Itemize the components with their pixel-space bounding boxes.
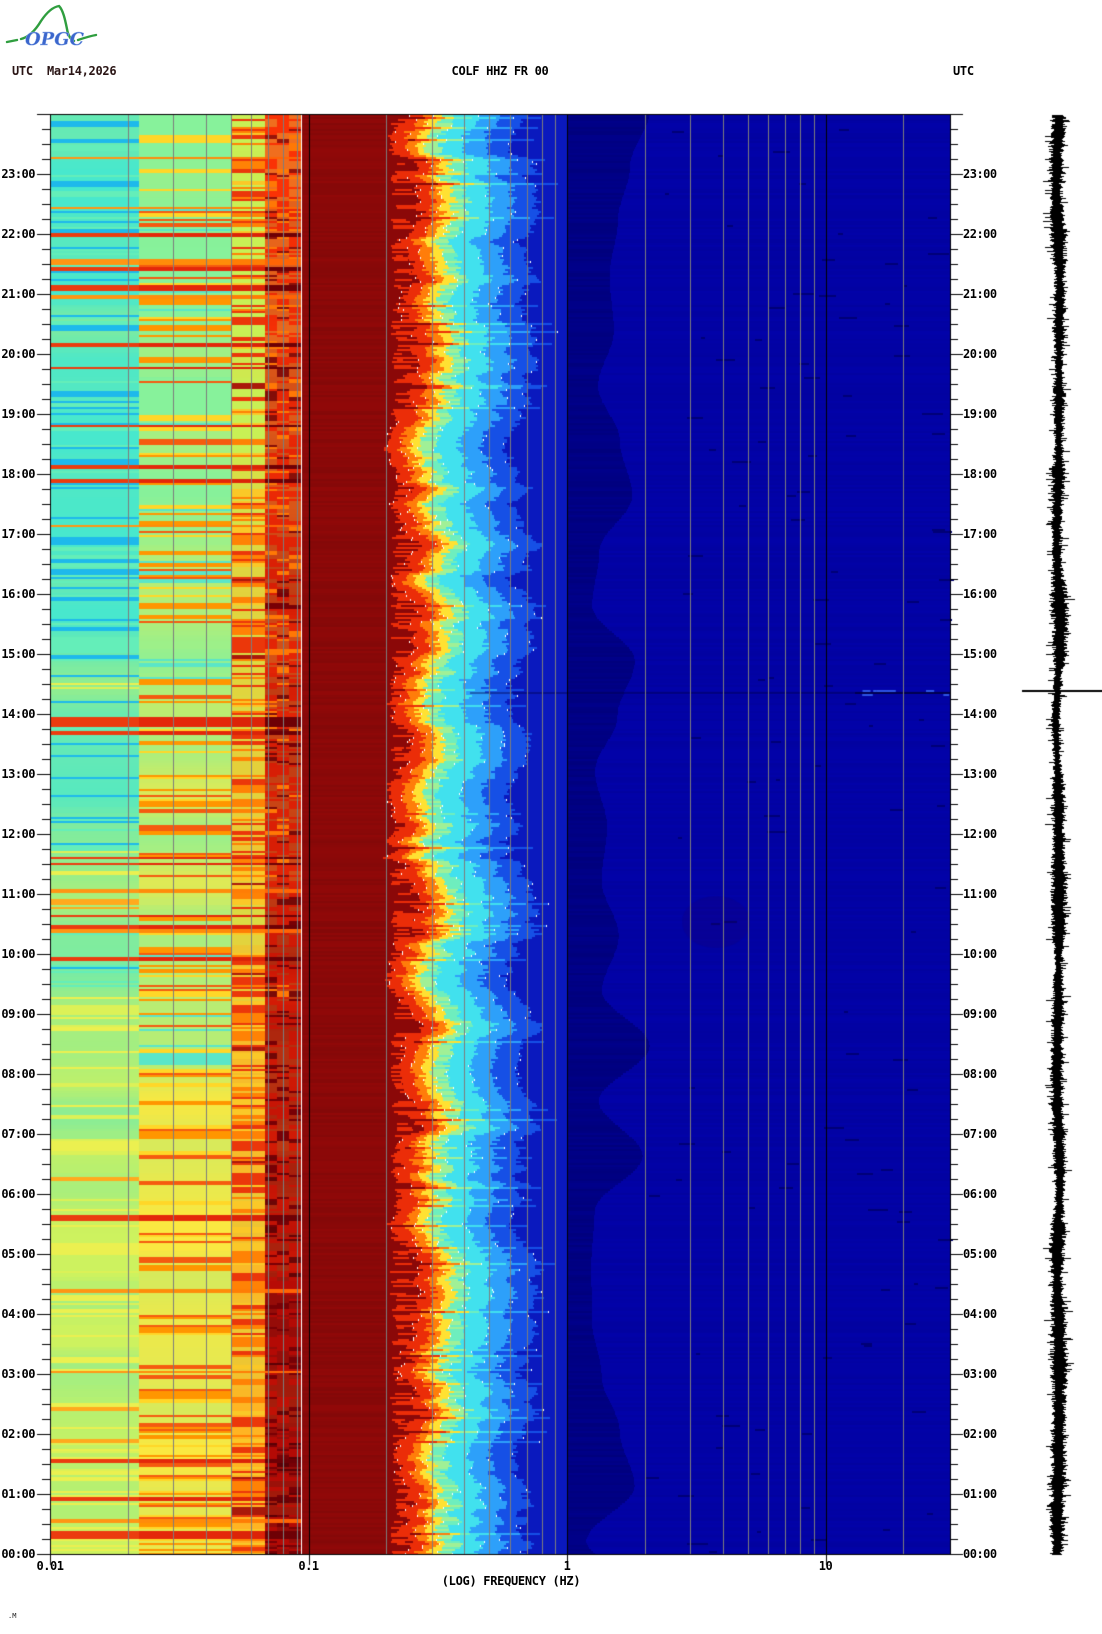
time-label-right: 10:00 [963,947,997,961]
time-label-right: 21:00 [963,287,997,301]
time-label-right: 19:00 [963,407,997,421]
time-label-left: 03:00 [1,1367,35,1381]
freq-tick-label: 1 [563,1559,571,1573]
time-label-right: 11:00 [963,887,997,901]
time-label-left: 05:00 [1,1247,35,1261]
time-label-right: 07:00 [963,1127,997,1141]
time-label-left: 01:00 [1,1487,35,1501]
time-label-right: 08:00 [963,1067,997,1081]
time-label-right: 22:00 [963,227,997,241]
time-label-right: 01:00 [963,1487,997,1501]
time-label-left: 02:00 [1,1427,35,1441]
time-label-left: 13:00 [1,767,35,781]
time-label-left: 15:00 [1,647,35,661]
time-label-right: 03:00 [963,1367,997,1381]
time-label-right: 16:00 [963,587,997,601]
time-label-left: 10:00 [1,947,35,961]
time-label-left: 12:00 [1,827,35,841]
time-label-left: 19:00 [1,407,35,421]
time-label-right: 13:00 [963,767,997,781]
time-label-right: 05:00 [963,1247,997,1261]
time-label-right: 17:00 [963,527,997,541]
time-label-left: 00:00 [1,1547,35,1561]
time-label-right: 20:00 [963,347,997,361]
time-label-right: 23:00 [963,167,997,181]
time-label-left: 07:00 [1,1127,35,1141]
time-label-right: 09:00 [963,1007,997,1021]
time-label-right: 02:00 [963,1427,997,1441]
time-label-left: 20:00 [1,347,35,361]
time-label-left: 22:00 [1,227,35,241]
time-label-left: 06:00 [1,1187,35,1201]
time-label-right: 18:00 [963,467,997,481]
time-label-left: 17:00 [1,527,35,541]
time-label-left: 23:00 [1,167,35,181]
footer-glyph: .M [8,1612,17,1620]
time-label-left: 14:00 [1,707,35,721]
time-label-left: 04:00 [1,1307,35,1321]
freq-tick-label: 10 [818,1559,833,1573]
time-label-left: 11:00 [1,887,35,901]
time-label-right: 00:00 [963,1547,997,1561]
time-label-left: 08:00 [1,1067,35,1081]
freq-tick-label: 0.01 [36,1559,64,1573]
freq-tick-label: 0.1 [298,1559,319,1573]
time-label-right: 12:00 [963,827,997,841]
time-label-left: 21:00 [1,287,35,301]
time-label-right: 06:00 [963,1187,997,1201]
time-label-right: 15:00 [963,647,997,661]
freq-axis-label: (LOG) FREQUENCY (HZ) [441,1574,581,1588]
time-label-right: 04:00 [963,1307,997,1321]
time-label-right: 14:00 [963,707,997,721]
time-label-left: 09:00 [1,1007,35,1021]
time-label-left: 16:00 [1,587,35,601]
time-label-left: 18:00 [1,467,35,481]
